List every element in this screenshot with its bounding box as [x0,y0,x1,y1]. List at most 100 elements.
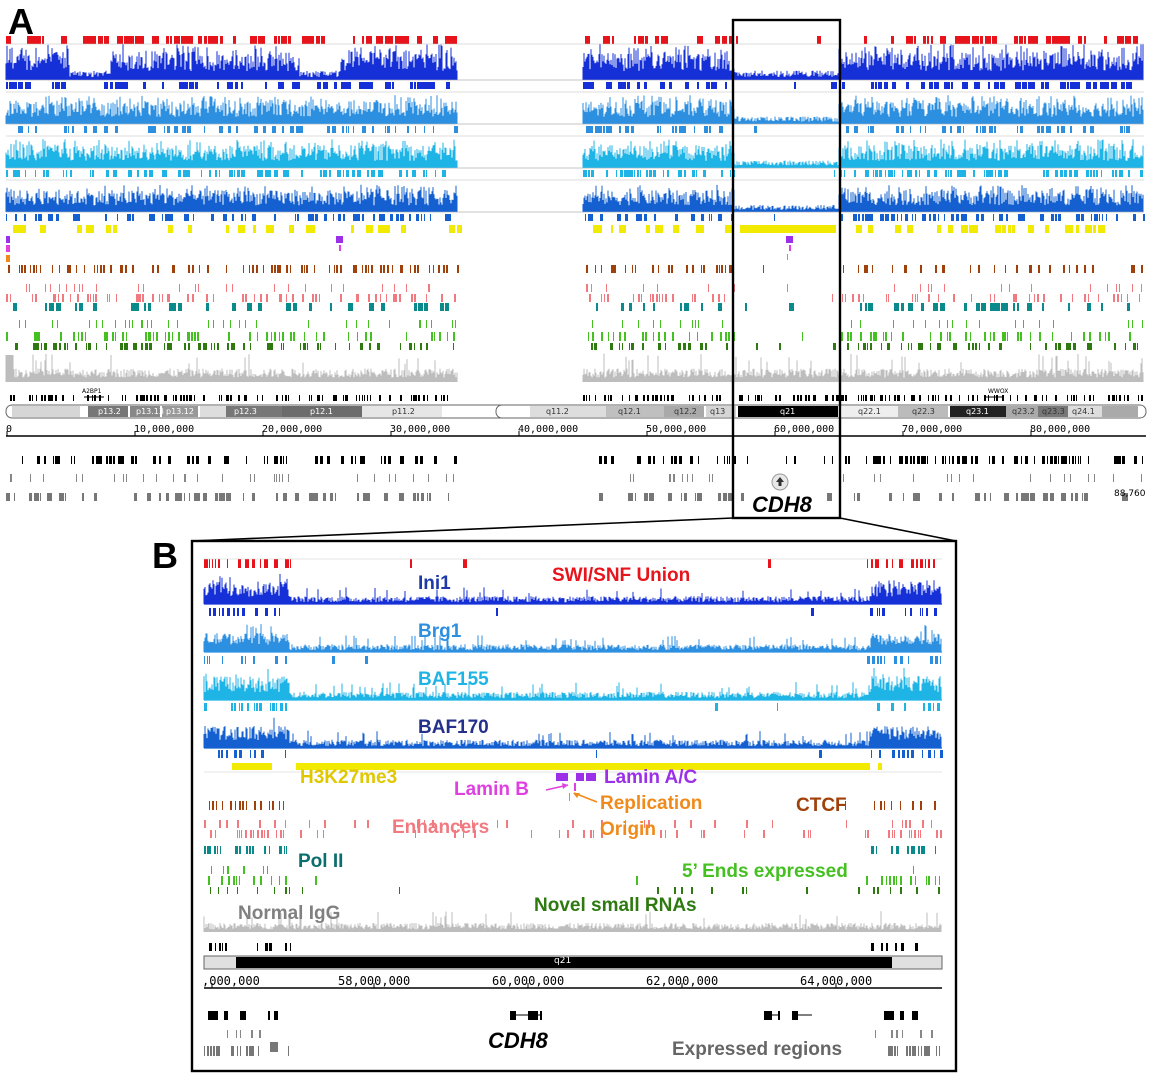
track-a-ctcf-bar [286,265,288,273]
track-a-baf170-peaks-bar [448,214,451,221]
track-a-ctcf-bar [944,265,945,273]
track-a-expressed-top-bar [674,474,675,482]
track-a-5ends-bar [672,332,674,341]
track-a-ctcf-bar [701,265,702,273]
expressed-bar [258,1046,259,1056]
track-a-novel-bar [594,343,597,350]
track-b-ctcf-bar [235,801,236,810]
track-a-baf155-peaks [6,170,1143,177]
track-a-refgene-bar [1002,456,1004,464]
track-a-pol2-bar [45,303,47,311]
track-a-novel-bar [303,343,306,350]
track-b-brg1-peaks-bar [207,656,208,664]
track-a-genes-bar [87,395,89,401]
track-a-ini1-peaks-bar [994,82,999,89]
track-a-baf170-peaks-bar [379,214,382,221]
track-a-baf155-peaks-bar [283,170,287,177]
track-b-ini1-peaks-bar [811,608,814,616]
track-a-5ends-top-bar [1128,320,1129,328]
track-a-genes-bar [996,395,998,401]
track-b-baf155-peaks-bar [270,703,271,711]
track-a-swisnf-bar [1117,36,1124,44]
track-a-enhancers-bar [77,294,79,302]
track-a-baf155-peaks-bar [730,170,731,177]
track-a-5ends-top-bar [57,320,58,328]
track-a-baf155-peaks-bar [113,170,117,177]
track-a-baf155-peaks-bar [927,170,930,177]
track-a-refgene-bar [729,456,730,464]
track-a-5ends-bar [990,332,991,341]
track-a-5ends-bar [187,332,189,341]
track-a-baf155-peaks-bar [629,170,632,177]
track-a-expressed-bar [252,493,255,501]
track-a-refgene-bar [274,456,275,464]
track-b-ini1-peaks-bar [934,608,937,616]
track-a-novel-bar [999,343,1002,350]
track-b-novel-bar [681,887,683,894]
track-a-novel-bar [833,343,836,350]
track-a-genes-bar [173,395,174,401]
track-a-brg1-peaks-bar [675,126,677,133]
track-b-brg1-peaks-bar [940,656,941,664]
track-a-baf170-peaks-bar [223,214,227,221]
track-b-enhancers-bar [865,830,866,838]
track-a-pol2-bar [990,303,995,311]
track-a-swisnf-bar [1052,36,1057,44]
track-b-refgene-top-bar [209,943,212,951]
track-a-baf170-peaks-bar [56,214,59,221]
track-b-ini1-peaks-bar [920,608,921,616]
track-a-genes-bar [322,395,323,401]
track-b-enhancers-top-bar [506,820,508,828]
track-a-genes-bar [841,395,842,401]
expressed-bar [894,1046,896,1056]
track-a-pol2-bar [789,303,794,311]
track-a-ini1-peaks-bar [184,82,188,89]
track-a-expressed-bar [427,493,428,501]
track-a-refgene-bar [727,456,728,464]
track-a-baf155-peaks-bar [1096,170,1098,177]
track-a-genes-bar [882,395,883,401]
track-a-5ends-bar [653,332,654,341]
track-a-h3k27me3-spots-bar [384,225,390,233]
track-b-refgene-top-bar [222,943,223,951]
track-a-baf170-peaks-bar [38,214,42,221]
label-5-ends-expressed: 5’ Ends expressed [682,861,848,882]
track-b-novel-bar [858,887,860,894]
track-a-expressed-top-bar [670,474,671,482]
track-a-ini1-peaks-bar [235,82,238,89]
track-a-expressed-bar [1082,493,1083,501]
track-a-ctcf-bar [892,265,893,273]
track-a-novel-bar [400,343,401,350]
expressed-bar [213,1046,215,1056]
track-a-expressed-bar [295,493,299,501]
track-a-ini1-peaks-bar [179,82,184,89]
track-a-brg1-peaks-bar [631,126,634,133]
track-a-baf155-peaks-bar [92,170,94,177]
axis-tick-label: 50,000,000 [646,424,707,435]
track-a-refgene-bar [192,456,194,464]
track-a-baf170-peaks-bar [933,214,935,221]
track-a-baf170-peaks-bar [951,214,953,221]
track-a-expressed-bar [649,493,654,501]
track-a-refgene-bar [44,456,46,464]
track-a-novel-bar [120,343,123,350]
track-b-5ends-bar [236,876,237,885]
track-a-baf170-peaks-bar [1143,214,1145,221]
track-a-5ends-bar [1007,332,1008,341]
track-a-ctcf-bar [94,265,95,273]
track-a-novel-bar [726,343,728,350]
track-a-swisnf-bar [634,36,636,44]
track-a-genes-bar [1119,395,1121,401]
axis-tick-label: 58,000,000 [338,974,411,988]
track-a-5ends-bar [875,332,877,341]
track-b-enhancers-bar [936,830,938,838]
track-a-swisnf-bar [353,36,355,44]
track-a-enhancers-bar [863,294,864,302]
track-a-5ends-bar [36,332,38,341]
track-a-enhancers-bar [650,294,651,302]
track-a-ini1-peaks-bar [1093,82,1097,89]
track-a-baf155 [5,139,1144,169]
track-a-expressed-bar [728,493,733,501]
track-a-5ends-bar [197,332,198,341]
track-a-expressed-top-bar [673,474,674,482]
